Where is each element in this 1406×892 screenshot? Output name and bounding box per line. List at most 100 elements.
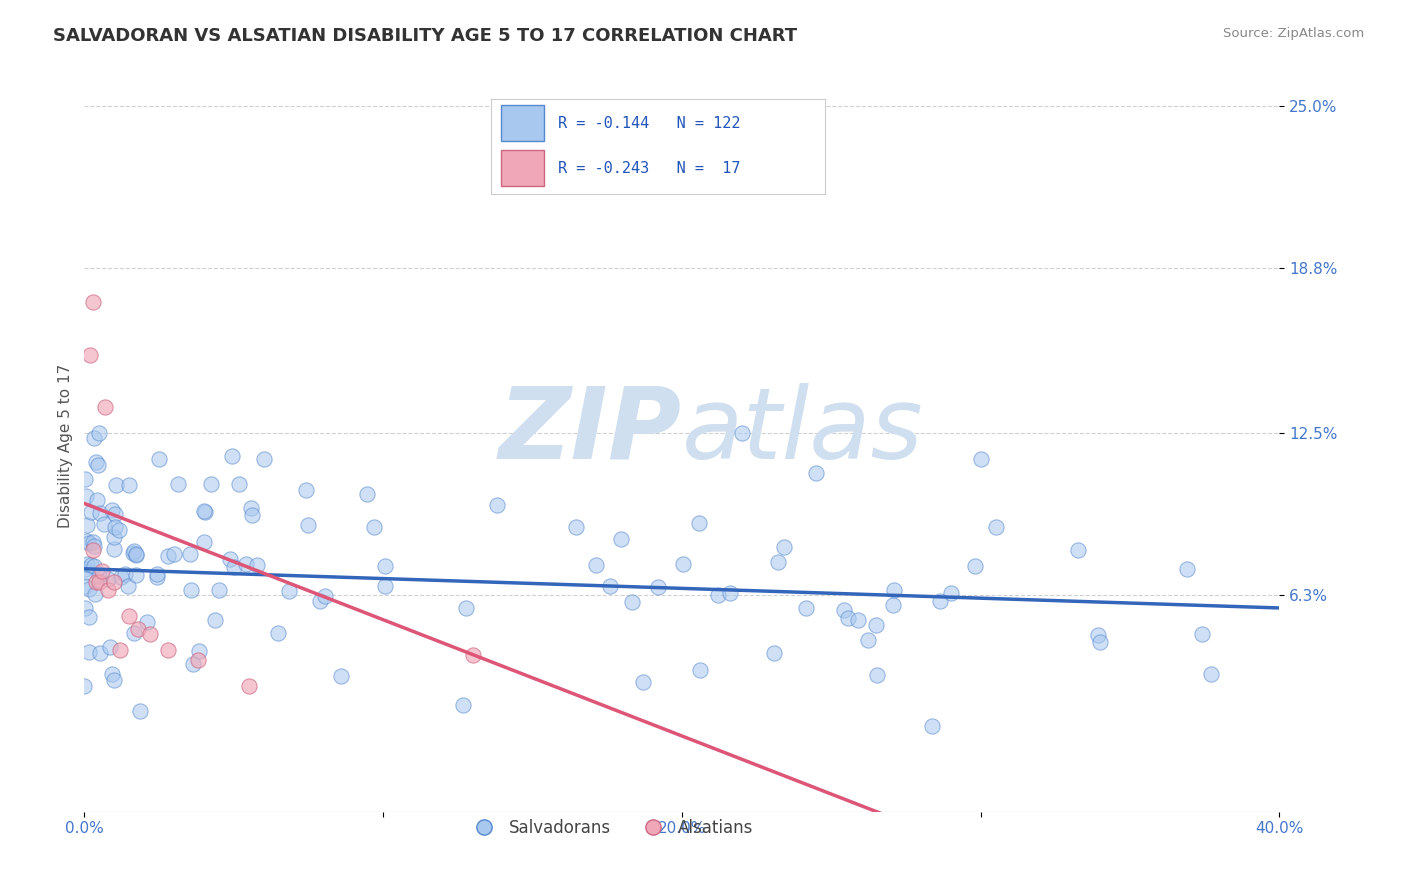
Point [80,558,103,572]
Point [103,574,125,589]
Point [104,478,127,492]
Text: atlas: atlas [682,383,924,480]
Point [163,547,186,561]
Point [110,570,132,584]
Point [79,348,101,362]
Point [75,565,97,579]
Point [688,516,710,530]
Point [374,579,396,593]
Point [84,455,107,469]
Point [193,504,215,518]
Point [235,557,257,571]
Point [89,506,111,520]
Point [97,582,120,597]
Point [157,642,180,657]
Point [86,493,108,508]
Point [883,583,905,598]
Point [145,570,167,584]
Legend: Salvadorans, Alsatians: Salvadorans, Alsatians [461,813,759,844]
Point [620,595,643,609]
Point [77,610,100,624]
Point [970,452,993,467]
Point [200,477,222,491]
Point [118,478,141,492]
Point [73,471,96,485]
Point [794,600,817,615]
Point [194,504,217,518]
Point [356,487,378,501]
Point [73,679,96,693]
Point [124,548,146,562]
Point [224,559,246,574]
Point [278,583,301,598]
Point [181,657,204,671]
Point [77,582,100,596]
Point [84,587,107,601]
Point [631,674,654,689]
Point [204,613,226,627]
Point [75,601,97,615]
Point [139,627,162,641]
Point [219,552,242,566]
Point [246,558,269,572]
Point [83,539,105,553]
Point [145,567,167,582]
Point [1191,627,1213,641]
Point [136,615,159,630]
Point [585,558,607,573]
Point [454,601,477,615]
Point [104,507,127,521]
Point [117,579,139,593]
Point [865,618,887,632]
Point [846,613,869,627]
Point [221,449,243,463]
Point [187,653,209,667]
Point [295,483,318,497]
Text: Source: ZipAtlas.com: Source: ZipAtlas.com [1223,27,1364,40]
Point [485,498,508,512]
Point [374,559,396,574]
Point [104,520,127,534]
Point [75,562,97,576]
Point [672,557,695,571]
Point [832,603,855,617]
Point [91,565,114,579]
Point [707,588,730,602]
Point [363,520,385,534]
Point [89,646,111,660]
Point [82,534,104,549]
Point [100,503,122,517]
Point [193,534,215,549]
Point [82,543,104,558]
Point [965,559,987,574]
Point [87,458,110,472]
Point [882,598,904,612]
Point [86,574,108,589]
Point [837,611,859,625]
Point [83,431,105,445]
Point [1088,635,1111,649]
Point [609,533,631,547]
Point [98,640,121,655]
Point [76,517,98,532]
Point [240,500,263,515]
Point [89,568,111,582]
Point [129,705,152,719]
Point [297,518,319,533]
Point [83,558,105,573]
Point [266,626,288,640]
Point [124,568,146,582]
Point [125,547,148,561]
Point [986,520,1008,534]
Point [114,567,136,582]
Point [103,530,125,544]
Point [77,645,100,659]
Point [772,540,794,554]
Point [766,555,789,569]
Point [806,466,828,480]
Point [127,622,149,636]
Point [118,608,141,623]
Point [689,664,711,678]
Point [122,626,145,640]
Point [718,586,741,600]
